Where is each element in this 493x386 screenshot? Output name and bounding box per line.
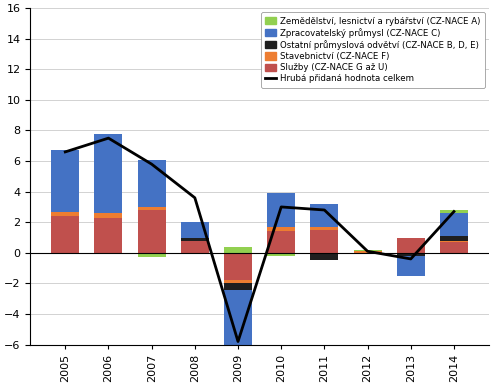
Bar [311,230,338,253]
Bar [224,290,252,345]
Bar [397,253,425,254]
Bar [353,250,382,251]
Bar [440,236,468,240]
Bar [181,237,209,240]
Bar [224,283,252,290]
Bar [311,253,338,261]
Bar [267,254,295,256]
Bar [440,240,468,242]
Bar [353,253,382,254]
Bar [267,227,295,231]
Bar [138,253,166,257]
Bar [181,222,209,237]
Bar [397,254,425,256]
Bar [440,210,468,213]
Bar [440,242,468,253]
Bar [95,134,122,213]
Bar [311,204,338,227]
Bar [267,253,295,254]
Bar [138,159,166,207]
Bar [267,231,295,253]
Bar [224,247,252,253]
Bar [95,218,122,253]
Bar [397,237,425,253]
Bar [181,240,209,253]
Legend: Zemědělství, lesnictví a rybářství (CZ-NACE A), Zpracovatelský průmysl (CZ-NACE : Zemědělství, lesnictví a rybářství (CZ-N… [261,12,485,88]
Bar [311,227,338,230]
Bar [51,151,79,212]
Bar [224,280,252,283]
Bar [138,210,166,253]
Bar [51,212,79,216]
Bar [95,213,122,218]
Bar [267,193,295,227]
Bar [397,256,425,276]
Bar [51,216,79,253]
Bar [138,207,166,210]
Bar [353,251,382,253]
Bar [224,253,252,280]
Bar [440,213,468,236]
